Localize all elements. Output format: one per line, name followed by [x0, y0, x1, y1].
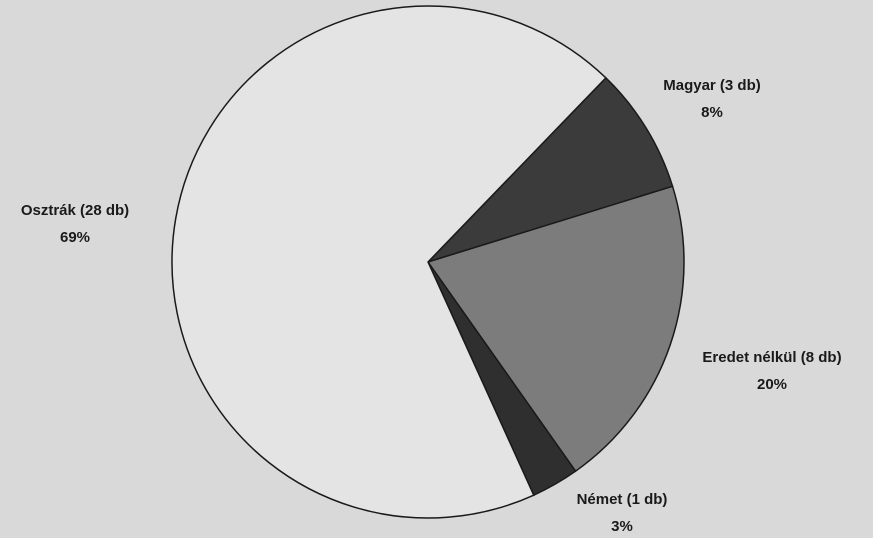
pie-slice: [427, 76, 674, 263]
slice-value-label: 69%: [60, 229, 90, 246]
slice-label: Eredet nélkül (8 db): [702, 349, 841, 366]
slice-label: Német (1 db): [577, 491, 668, 508]
slice-value-label: 20%: [757, 376, 787, 393]
pie-slice: [171, 5, 607, 519]
slice-label: Magyar (3 db): [663, 77, 761, 94]
slice-value-label: 3%: [611, 518, 633, 535]
slice-value-label: 8%: [701, 104, 723, 121]
slice-label: Osztrák (28 db): [21, 202, 129, 219]
pie-slice: [426, 185, 685, 473]
